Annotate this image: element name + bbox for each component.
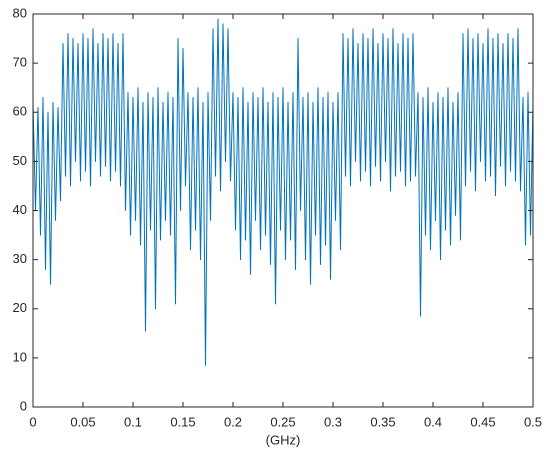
- x-tick-label: 0.35: [370, 414, 395, 429]
- y-tick-label: 70: [13, 55, 27, 70]
- x-tick-label: 0.45: [470, 414, 495, 429]
- x-tick-label: 0: [29, 414, 36, 429]
- x-tick-label: 0.1: [124, 414, 142, 429]
- axes-box: [32, 13, 534, 408]
- x-tick-label: 0.05: [70, 414, 95, 429]
- y-tick-label: 40: [13, 202, 27, 217]
- y-tick-label: 20: [13, 300, 27, 315]
- y-tick-label: 80: [13, 5, 27, 20]
- data-line: [32, 18, 534, 366]
- x-tick-label: 0.15: [170, 414, 195, 429]
- x-tick-label: 0.3: [324, 414, 342, 429]
- x-axis-label: (GHz): [266, 432, 301, 447]
- x-tick-label: 0.2: [224, 414, 242, 429]
- x-tick-label: 0.4: [424, 414, 442, 429]
- x-tick-label: 0.25: [270, 414, 295, 429]
- y-tick-label: 30: [13, 251, 27, 266]
- x-tick-label: 0.5: [524, 414, 542, 429]
- y-tick-label: 60: [13, 104, 27, 119]
- y-tick-label: 0: [20, 398, 27, 413]
- y-tick-label: 10: [13, 349, 27, 364]
- y-tick-label: 50: [13, 153, 27, 168]
